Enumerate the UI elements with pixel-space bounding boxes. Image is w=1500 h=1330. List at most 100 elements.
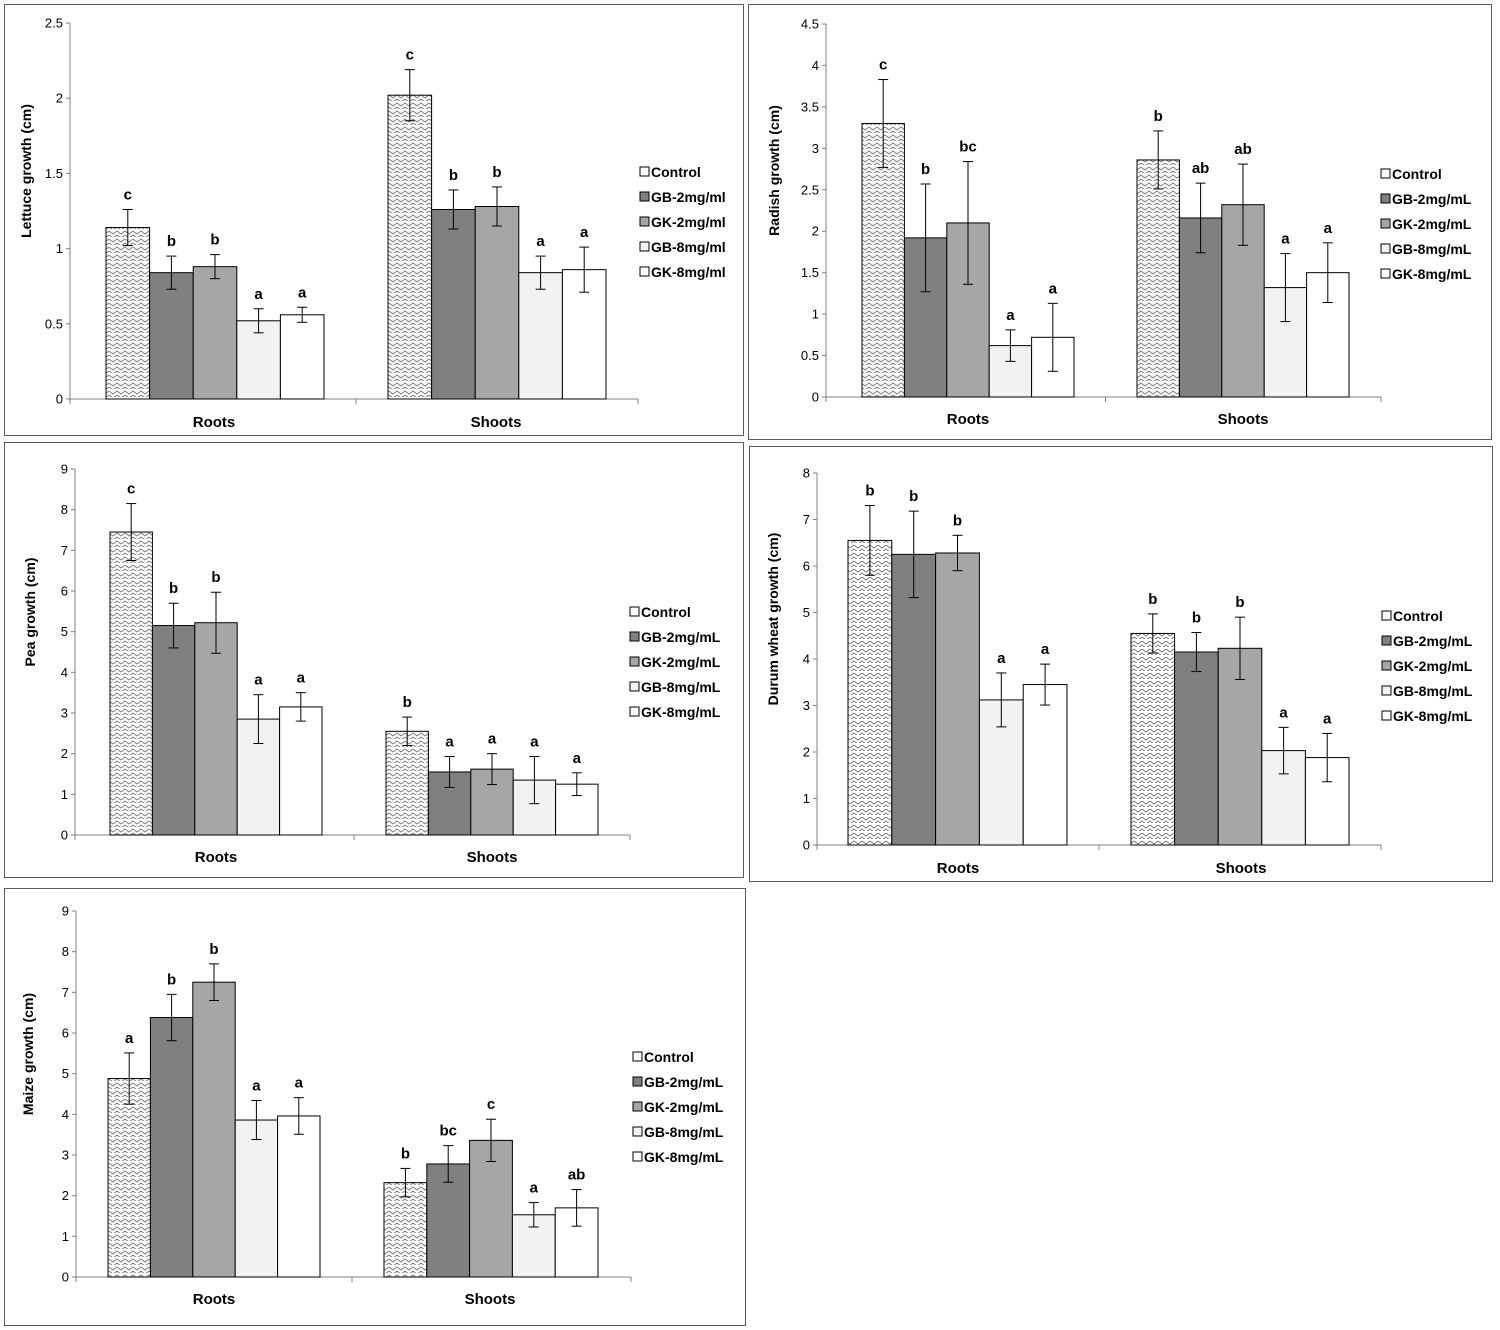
lettuce-y-tick-label: 2 bbox=[56, 91, 63, 106]
durum-wheat-y-tick-label: 3 bbox=[803, 698, 810, 713]
durum-wheat-legend-swatch-control bbox=[1381, 610, 1392, 621]
lettuce-error-bar bbox=[122, 208, 133, 247]
radish-legend-label-gb-8mg: GB-8mg/mL bbox=[1392, 241, 1472, 257]
maize-significance-letter: a bbox=[252, 1078, 261, 1095]
lettuce-y-axis-label: Lettuce growth (cm) bbox=[18, 104, 34, 238]
lettuce-significance-letter: b bbox=[167, 233, 176, 250]
pea-category-label-roots: Roots bbox=[195, 849, 238, 866]
durum-wheat-y-tick-label: 7 bbox=[803, 512, 810, 527]
maize-significance-letter: b bbox=[167, 971, 176, 988]
pea-legend-swatch-gk-8mg bbox=[629, 706, 640, 717]
lettuce-error-bar bbox=[535, 255, 546, 290]
lettuce-bar-gk-2mg-roots bbox=[192, 266, 238, 400]
durum-wheat-error-bar bbox=[908, 510, 919, 599]
maize-error-bar bbox=[486, 1118, 496, 1163]
lettuce-legend-swatch-gb-8mg bbox=[639, 241, 650, 252]
lettuce-significance-letter: b bbox=[492, 164, 501, 181]
lettuce-significance-letter: b bbox=[449, 167, 458, 184]
durum-wheat-chart: 0 1 2 3 4 5 6 7 8 Durum wheat growth (cm) b b b a a Roo… bbox=[765, 466, 1473, 878]
lettuce-significance-letter: c bbox=[124, 186, 132, 203]
maize-significance-letter: a bbox=[295, 1075, 304, 1092]
radish-y-tick-label: 1 bbox=[812, 307, 819, 322]
maize-category-label-shoots: Shoots bbox=[465, 1291, 516, 1308]
durum-wheat-y-tick-label: 8 bbox=[803, 466, 810, 481]
durum-wheat-bar-gk-8mg-roots bbox=[1022, 684, 1068, 846]
pea-error-bar bbox=[444, 756, 455, 788]
radish-y-tick-label: 4.5 bbox=[801, 17, 819, 32]
lettuce-bar-gb-8mg-roots bbox=[236, 320, 281, 400]
pea-y-tick-label: 4 bbox=[61, 665, 68, 680]
pea-y-tick-label: 5 bbox=[61, 624, 68, 639]
lettuce-legend-label-gk-2mg: GK-2mg/ml bbox=[651, 214, 726, 230]
pea-error-bar bbox=[126, 503, 137, 561]
maize-y-tick-label: 7 bbox=[62, 985, 69, 1000]
lettuce-bar-gk-8mg-roots bbox=[279, 314, 325, 400]
maize-significance-letter: bc bbox=[439, 1123, 457, 1140]
pea-bar-control-roots bbox=[109, 531, 153, 836]
radish-error-bar bbox=[1005, 329, 1016, 362]
radish-error-bar bbox=[1153, 130, 1164, 190]
pea-y-tick-label: 8 bbox=[61, 502, 68, 517]
radish-y-axis-label: Radish growth (cm) bbox=[766, 105, 782, 236]
radish-category-label-roots: Roots bbox=[947, 411, 990, 428]
radish-significance-letter: ab bbox=[1234, 141, 1252, 158]
pea-error-bar bbox=[168, 602, 179, 649]
maize-y-tick-label: 8 bbox=[62, 944, 69, 959]
durum-wheat-legend-label-control: Control bbox=[1393, 608, 1443, 624]
lettuce-bar-gb-2mg-roots bbox=[149, 272, 194, 400]
radish-error-bar bbox=[1195, 182, 1206, 254]
durum-wheat-error-bar bbox=[1147, 613, 1158, 654]
radish-legend-swatch-gb-8mg bbox=[1380, 243, 1391, 254]
lettuce-error-bar bbox=[166, 255, 177, 290]
durum-wheat-error-bar bbox=[1322, 732, 1333, 783]
maize-significance-letter: a bbox=[530, 1180, 539, 1197]
pea-y-axis-label: Pea growth (cm) bbox=[22, 558, 38, 667]
durum-wheat-significance-letter: b bbox=[865, 483, 874, 500]
radish-legend: Control GB-2mg/mL GK-2mg/mL GB-8mg/mL GK-8mg… bbox=[1380, 166, 1472, 282]
maize-legend: Control GB-2mg/mL GK-2mg/mL GB-8mg/mL GK-8mg… bbox=[632, 1049, 724, 1165]
pea-error-bar bbox=[295, 692, 306, 722]
lettuce-significance-letter: a bbox=[298, 284, 307, 301]
lettuce-legend-label-gb-8mg: GB-8mg/ml bbox=[651, 239, 726, 255]
durum-wheat-legend-label-gb-8mg: GB-8mg/mL bbox=[1393, 683, 1473, 699]
radish-bar-control-shoots bbox=[1136, 159, 1180, 398]
maize-error-bar bbox=[528, 1202, 539, 1228]
radish-category-label-shoots: Shoots bbox=[1218, 411, 1269, 428]
pea-y-tick-label: 0 bbox=[61, 828, 68, 843]
pea-significance-letter: a bbox=[530, 734, 539, 751]
pea-error-bar bbox=[571, 772, 582, 797]
maize-significance-letter: b bbox=[209, 941, 218, 958]
maize-bar-control-roots bbox=[107, 1078, 151, 1278]
lettuce-chart-panel: 0 0.5 1 1.5 2 2.5 Lettuce growth (cm) c b b a a Root… bbox=[4, 4, 744, 436]
durum-wheat-legend-swatch-gk-8mg bbox=[1381, 710, 1392, 721]
lettuce-error-bar bbox=[404, 69, 415, 122]
pea-legend: Control GB-2mg/mL GK-2mg/mL GB-8mg/mL GK-8mg… bbox=[629, 604, 721, 720]
lettuce-y-tick-label: 2.5 bbox=[45, 16, 63, 31]
maize-y-tick-label: 2 bbox=[62, 1188, 69, 1203]
pea-error-bar bbox=[211, 591, 221, 654]
durum-wheat-error-bar bbox=[1191, 631, 1202, 673]
radish-error-bar bbox=[963, 161, 973, 285]
durum-wheat-error-bar bbox=[1040, 663, 1051, 706]
durum-wheat-y-tick-label: 5 bbox=[803, 605, 810, 620]
maize-legend-label-gb-8mg: GB-8mg/mL bbox=[644, 1124, 724, 1140]
radish-error-bar bbox=[878, 79, 889, 168]
pea-legend-label-control: Control bbox=[641, 604, 691, 620]
pea-significance-letter: a bbox=[254, 672, 263, 689]
durum-wheat-legend: Control GB-2mg/mL GK-2mg/mL GB-8mg/mL GK-8mg… bbox=[1381, 608, 1473, 724]
durum-wheat-category-label-roots: Roots bbox=[937, 860, 980, 877]
pea-legend-swatch-control bbox=[629, 606, 640, 617]
radish-legend-swatch-gk-2mg bbox=[1380, 218, 1391, 229]
lettuce-legend-swatch-gb-2mg bbox=[639, 191, 650, 202]
lettuce-bar-gb-2mg-shoots bbox=[431, 208, 476, 400]
durum-wheat-error-bar bbox=[1278, 726, 1289, 775]
lettuce-bar-control-shoots bbox=[387, 94, 433, 400]
radish-y-tick-label: 3 bbox=[812, 141, 819, 156]
lettuce-bar-gb-8mg-shoots bbox=[518, 272, 563, 400]
radish-significance-letter: a bbox=[1324, 220, 1333, 237]
maize-significance-letter: a bbox=[125, 1030, 134, 1047]
lettuce-error-bar bbox=[492, 186, 502, 227]
durum-wheat-category-label-shoots: Shoots bbox=[1216, 860, 1267, 877]
lettuce-error-bar bbox=[210, 254, 220, 280]
pea-y-tick-label: 2 bbox=[61, 746, 68, 761]
